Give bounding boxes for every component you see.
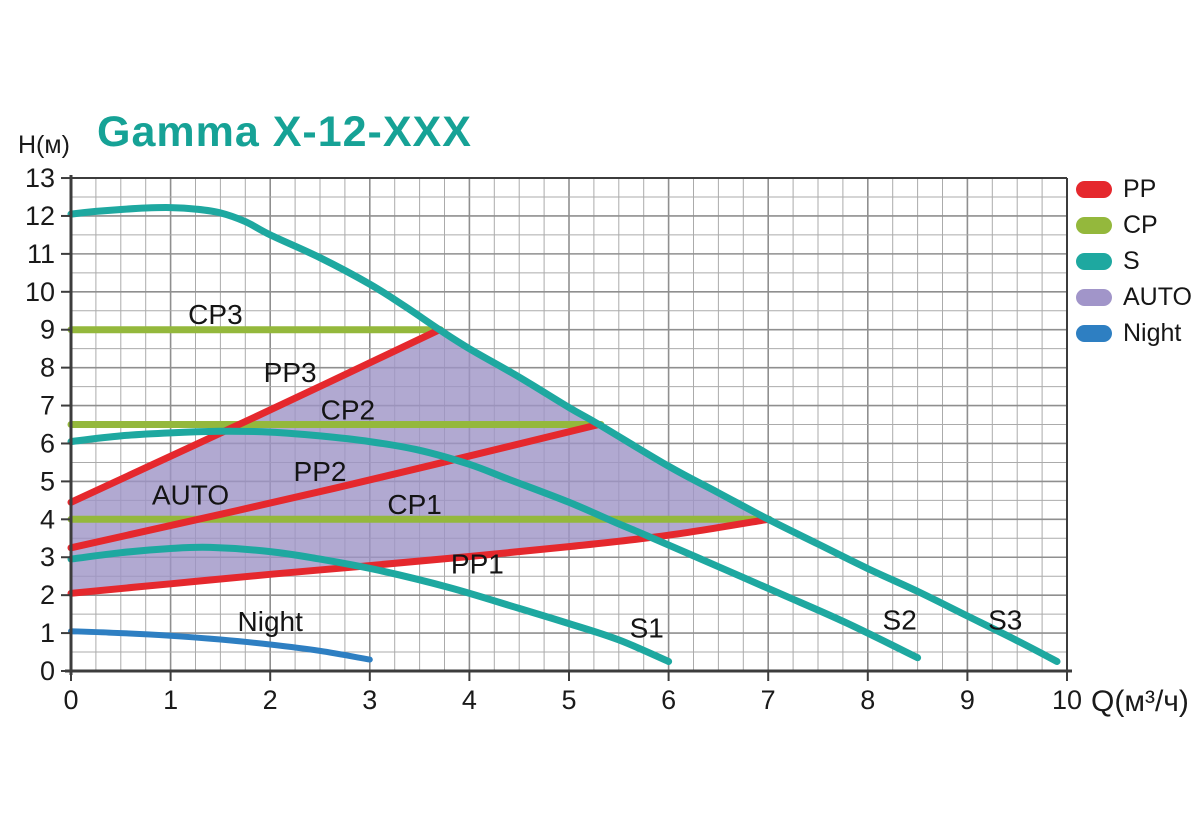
- y-tick-label: 5: [40, 466, 55, 496]
- y-tick-label: 6: [40, 428, 55, 458]
- legend-item-CP: CP: [1076, 207, 1200, 243]
- y-tick-label: 13: [25, 163, 55, 193]
- legend-swatch-S: [1076, 252, 1112, 270]
- y-tick-label: 7: [40, 391, 55, 421]
- curve-S3: [67, 204, 1061, 665]
- x-tick-label: 7: [761, 685, 776, 715]
- label-PP3: PP3: [264, 357, 317, 388]
- x-tick-label: 3: [362, 685, 377, 715]
- legend-item-PP: PP: [1076, 171, 1200, 207]
- legend-item-Night: Night: [1076, 315, 1200, 351]
- x-tick-label: 5: [561, 685, 576, 715]
- curve-PP3: [67, 326, 443, 506]
- label-CP3: CP3: [188, 299, 242, 330]
- y-tick-label: 3: [40, 542, 55, 572]
- legend-swatch-CP: [1076, 216, 1112, 234]
- y-tick-label: 1: [40, 618, 55, 648]
- y-tick-label: 12: [25, 201, 55, 231]
- legend-item-S: S: [1076, 243, 1200, 279]
- x-tick-label: 9: [960, 685, 975, 715]
- label-S1: S1: [630, 612, 664, 643]
- page-title: Gamma X-12-XXX: [97, 108, 472, 156]
- label-CP2: CP2: [321, 394, 375, 425]
- x-tick-label: 4: [462, 685, 477, 715]
- curve-S2: [67, 427, 922, 662]
- curve-PP1: [67, 515, 772, 597]
- y-tick-label: 8: [40, 353, 55, 383]
- y-tick-label: 11: [27, 239, 55, 269]
- x-axis-title: Q(м³/ч): [1091, 685, 1189, 718]
- legend: PP CP S AUTO Night: [1076, 171, 1200, 351]
- label-PP2: PP2: [294, 456, 347, 487]
- label-CP1: CP1: [387, 489, 441, 520]
- y-tick-label: 9: [40, 315, 55, 345]
- curve-PP2: [67, 421, 603, 552]
- y-tick-label: 10: [25, 277, 55, 307]
- legend-swatch-Night: [1076, 324, 1112, 342]
- label-S2: S2: [883, 604, 917, 635]
- y-tick-label: 4: [40, 504, 55, 534]
- auto-region: [71, 329, 769, 594]
- legend-label-Night: Night: [1123, 318, 1182, 347]
- label-PP1: PP1: [451, 548, 504, 579]
- x-tick-label: 2: [263, 685, 278, 715]
- curve-S1: [67, 543, 673, 665]
- y-tick-label: 0: [40, 656, 55, 686]
- legend-label-S: S: [1123, 246, 1140, 275]
- legend-swatch-PP: [1076, 180, 1112, 198]
- legend-swatch-AUTO: [1076, 288, 1112, 306]
- legend-label-CP: CP: [1123, 210, 1158, 239]
- legend-label-PP: PP: [1123, 174, 1157, 203]
- legend-label-AUTO: AUTO: [1123, 282, 1192, 311]
- y-axis-title: H(м): [18, 131, 70, 159]
- y-tick-label: 2: [40, 580, 55, 610]
- label-S3: S3: [988, 604, 1022, 635]
- x-tick-label: 6: [661, 685, 676, 715]
- x-tick-label: 10: [1052, 685, 1082, 715]
- x-tick-label: 1: [163, 685, 178, 715]
- x-tick-label: 8: [860, 685, 875, 715]
- legend-item-AUTO: AUTO: [1076, 279, 1200, 315]
- x-tick-label: 0: [63, 685, 78, 715]
- curve-Night: [68, 628, 373, 663]
- label-AUTO: AUTO: [152, 479, 229, 510]
- label-Night: Night: [238, 606, 304, 637]
- axes: [61, 175, 1072, 681]
